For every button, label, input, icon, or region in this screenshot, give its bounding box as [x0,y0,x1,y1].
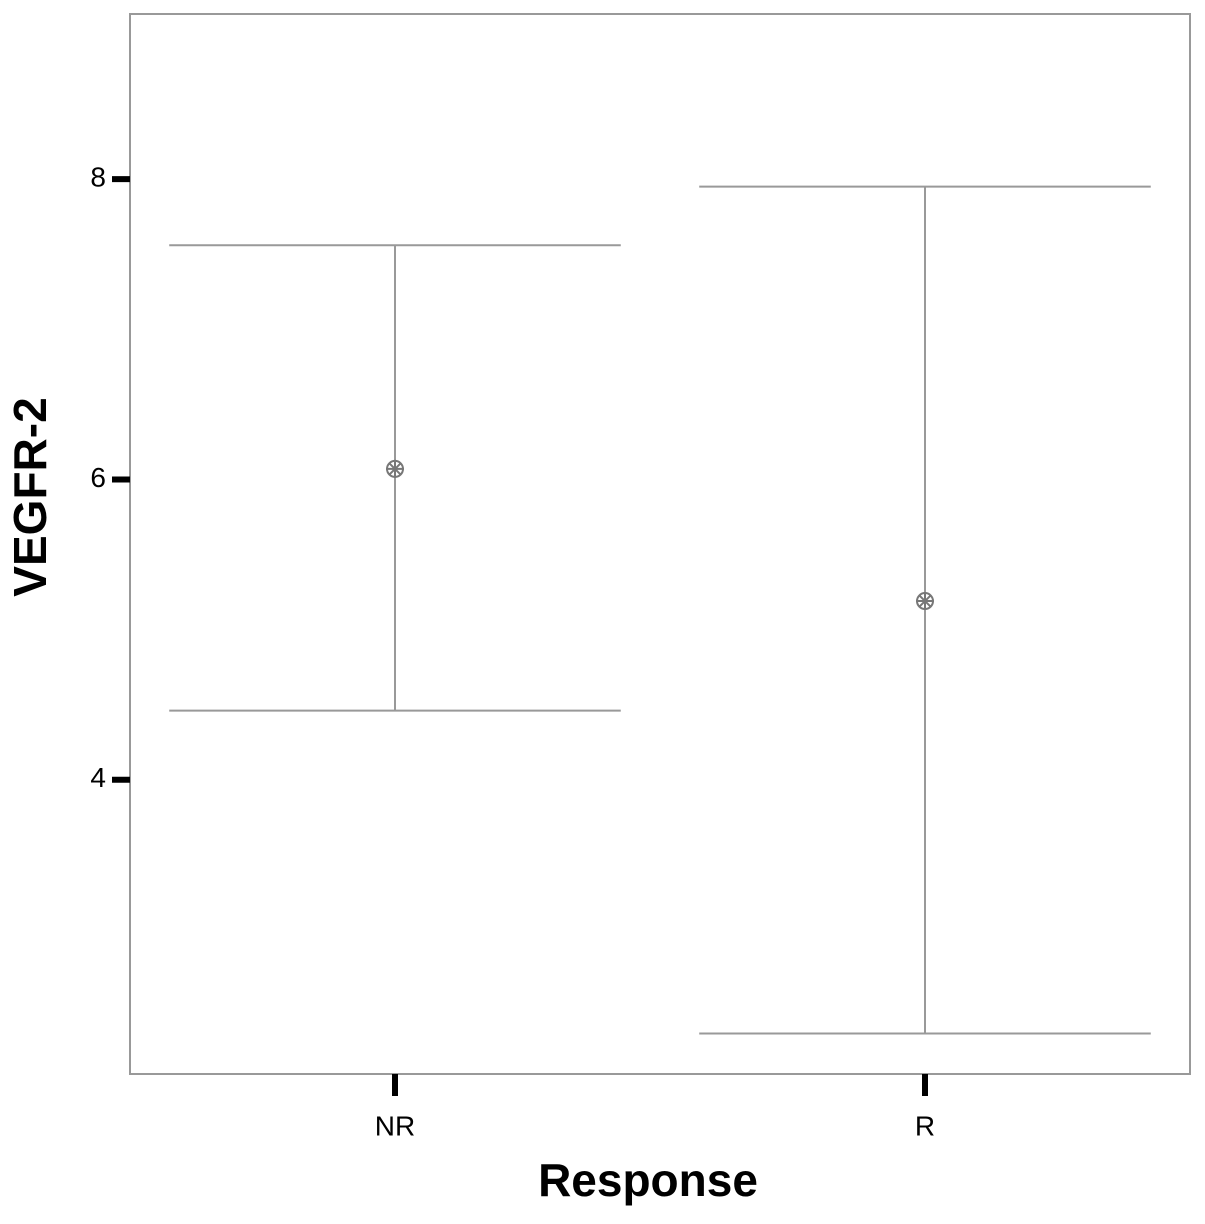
x-tick-label: R [915,1110,935,1141]
y-tick-label: 4 [90,762,106,793]
y-tick-label: 6 [90,462,106,493]
x-axis-title: Response [538,1154,758,1206]
mean-marker [386,459,404,478]
marker-spokes [386,459,404,478]
plot-frame [129,13,1191,1075]
y-axis-title: VEGFR-2 [4,397,56,596]
y-tick-label: 8 [90,162,106,193]
marker-spokes [916,592,934,611]
x-tick-label: NR [375,1110,415,1141]
mean-marker [916,592,934,611]
